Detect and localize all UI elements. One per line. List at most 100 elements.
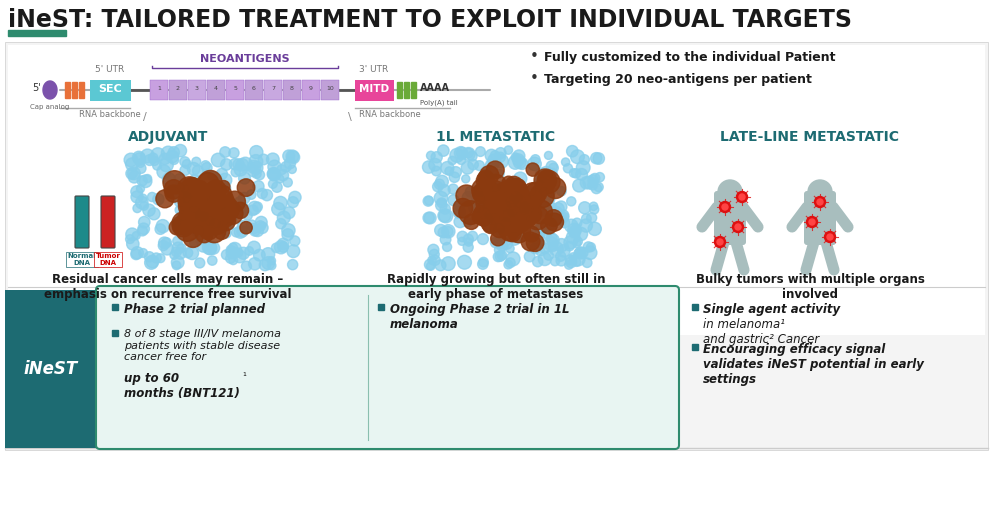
Circle shape	[472, 209, 487, 224]
Circle shape	[504, 261, 512, 269]
Circle shape	[549, 242, 563, 256]
Circle shape	[216, 191, 233, 208]
Circle shape	[737, 191, 748, 203]
Text: ¹: ¹	[242, 372, 246, 382]
Circle shape	[253, 202, 262, 212]
Circle shape	[539, 243, 550, 254]
Circle shape	[284, 158, 296, 169]
Circle shape	[182, 200, 199, 216]
Circle shape	[137, 226, 147, 236]
Circle shape	[208, 171, 217, 181]
Bar	[404, 82, 409, 98]
Circle shape	[202, 214, 213, 226]
Circle shape	[588, 222, 602, 235]
Circle shape	[127, 238, 139, 250]
Circle shape	[476, 195, 487, 206]
Circle shape	[180, 157, 190, 167]
Circle shape	[175, 196, 185, 207]
Circle shape	[571, 169, 581, 178]
Text: iNeST: iNeST	[24, 360, 78, 378]
Circle shape	[259, 259, 271, 271]
Text: 7: 7	[271, 86, 275, 91]
Circle shape	[497, 250, 506, 260]
Text: Normal
DNA: Normal DNA	[68, 253, 96, 266]
Circle shape	[557, 210, 569, 221]
Circle shape	[213, 224, 229, 239]
Circle shape	[233, 159, 244, 170]
Circle shape	[136, 196, 148, 209]
Circle shape	[538, 170, 553, 185]
Circle shape	[462, 191, 474, 204]
Circle shape	[148, 153, 158, 163]
Circle shape	[448, 156, 457, 165]
Circle shape	[183, 193, 193, 203]
Circle shape	[272, 182, 282, 192]
Circle shape	[547, 234, 559, 246]
FancyBboxPatch shape	[5, 42, 988, 450]
Text: iNeST: TAILORED TREATMENT TO EXPLOIT INDIVIDUAL TARGETS: iNeST: TAILORED TREATMENT TO EXPLOIT IND…	[8, 8, 852, 32]
Circle shape	[148, 192, 157, 201]
Circle shape	[158, 240, 169, 250]
Circle shape	[548, 242, 558, 251]
Circle shape	[198, 241, 209, 252]
Circle shape	[511, 153, 519, 162]
Circle shape	[246, 220, 257, 230]
Polygon shape	[43, 81, 57, 99]
Circle shape	[472, 178, 495, 201]
Circle shape	[192, 197, 208, 213]
Circle shape	[806, 217, 817, 227]
Circle shape	[178, 210, 194, 225]
Circle shape	[205, 211, 228, 234]
Circle shape	[455, 201, 465, 211]
Circle shape	[513, 172, 527, 185]
Circle shape	[496, 228, 505, 237]
Circle shape	[506, 194, 529, 218]
FancyBboxPatch shape	[89, 79, 130, 100]
Circle shape	[519, 193, 531, 205]
Circle shape	[172, 215, 194, 237]
Circle shape	[221, 229, 231, 238]
Circle shape	[143, 204, 155, 216]
Circle shape	[202, 197, 223, 220]
Circle shape	[476, 191, 498, 214]
FancyBboxPatch shape	[714, 191, 746, 245]
Circle shape	[558, 244, 570, 257]
Circle shape	[506, 209, 523, 225]
Circle shape	[238, 172, 250, 184]
Circle shape	[155, 224, 166, 234]
Bar	[692, 344, 698, 350]
Circle shape	[476, 147, 486, 157]
Circle shape	[469, 201, 481, 214]
Circle shape	[172, 261, 181, 270]
Circle shape	[221, 196, 235, 211]
Circle shape	[486, 159, 498, 172]
Circle shape	[517, 208, 536, 227]
Circle shape	[445, 167, 454, 175]
Circle shape	[272, 203, 285, 216]
Circle shape	[475, 187, 483, 195]
Circle shape	[566, 257, 577, 268]
Circle shape	[827, 234, 833, 240]
Circle shape	[267, 257, 275, 265]
Circle shape	[494, 187, 509, 203]
Circle shape	[503, 212, 527, 235]
Circle shape	[159, 154, 171, 165]
Circle shape	[140, 201, 148, 210]
Circle shape	[576, 169, 588, 180]
FancyBboxPatch shape	[804, 191, 836, 245]
Text: in melanoma¹
and gastric² Cancer: in melanoma¹ and gastric² Cancer	[703, 318, 819, 346]
Circle shape	[137, 176, 147, 186]
Circle shape	[572, 252, 585, 266]
Circle shape	[490, 181, 500, 192]
Circle shape	[718, 180, 742, 204]
Circle shape	[448, 184, 458, 194]
Circle shape	[548, 168, 557, 178]
Circle shape	[496, 147, 506, 159]
Circle shape	[207, 195, 216, 205]
Circle shape	[486, 195, 505, 215]
Circle shape	[486, 183, 498, 196]
Circle shape	[437, 198, 447, 208]
Circle shape	[178, 218, 190, 230]
Circle shape	[519, 202, 539, 222]
Circle shape	[461, 162, 474, 174]
